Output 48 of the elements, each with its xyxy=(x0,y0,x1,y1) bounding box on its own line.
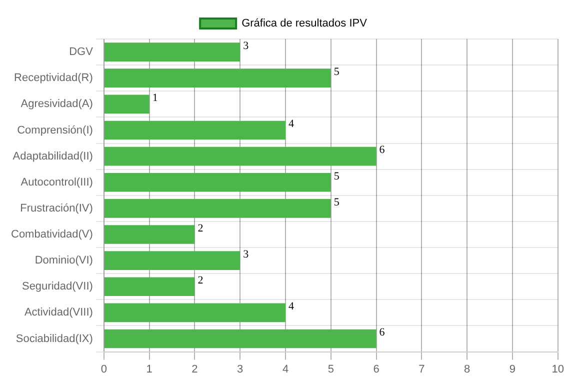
x-tick-label: 2 xyxy=(192,363,198,376)
data-label: 1 xyxy=(152,92,158,104)
bar xyxy=(104,42,240,62)
bar xyxy=(104,329,376,348)
data-label: 6 xyxy=(379,144,386,156)
y-tick-label: Seguridad(VII) xyxy=(22,280,93,293)
y-tick-label: Receptividad(R) xyxy=(14,72,93,84)
x-tick-label: 4 xyxy=(282,363,289,376)
x-tick-label: 10 xyxy=(552,363,564,376)
y-tick-label: Comprensión(I) xyxy=(17,124,93,136)
y-tick-label: Autocontrol(III) xyxy=(20,176,93,188)
bar xyxy=(104,199,331,218)
bar xyxy=(104,146,376,166)
data-label: 2 xyxy=(198,222,204,234)
x-tick-label: 0 xyxy=(100,363,107,376)
x-tick-label: 6 xyxy=(373,363,380,376)
bar xyxy=(104,120,286,140)
bar xyxy=(104,277,195,296)
data-label: 4 xyxy=(288,118,295,130)
x-tick-label: 3 xyxy=(237,363,244,376)
bar xyxy=(104,94,150,114)
data-label: 2 xyxy=(198,274,204,287)
data-label: 3 xyxy=(243,40,250,52)
bar xyxy=(104,303,286,322)
x-tick-label: 5 xyxy=(328,363,334,376)
x-tick-label: 1 xyxy=(146,363,152,376)
bar xyxy=(104,172,331,192)
y-tick-label: Adaptabilidad(II) xyxy=(12,150,93,162)
x-tick-label: 9 xyxy=(509,363,516,376)
y-tick-label: Dominio(VI) xyxy=(34,254,93,267)
x-tick-label: 8 xyxy=(464,363,470,376)
bar xyxy=(104,225,195,244)
data-label: 4 xyxy=(288,300,295,313)
y-tick-label: Frustración(IV) xyxy=(20,202,93,214)
data-label: 6 xyxy=(379,326,386,339)
legend-label: Gráfica de resultados IPV xyxy=(242,18,368,30)
data-label: 5 xyxy=(334,170,340,182)
y-tick-label: Sociabilidad(IX) xyxy=(16,332,93,345)
data-label: 5 xyxy=(334,196,340,208)
x-tick-label: 7 xyxy=(418,363,425,376)
bar xyxy=(104,68,331,88)
y-tick-label: Agresividad(A) xyxy=(20,98,93,110)
y-tick-label: Actividad(VIII) xyxy=(24,306,93,319)
data-label: 5 xyxy=(334,66,340,78)
bar xyxy=(104,251,240,270)
y-tick-label: Combatividad(V) xyxy=(11,228,93,241)
y-tick-label: DGV xyxy=(69,46,94,58)
data-label: 3 xyxy=(243,248,250,260)
